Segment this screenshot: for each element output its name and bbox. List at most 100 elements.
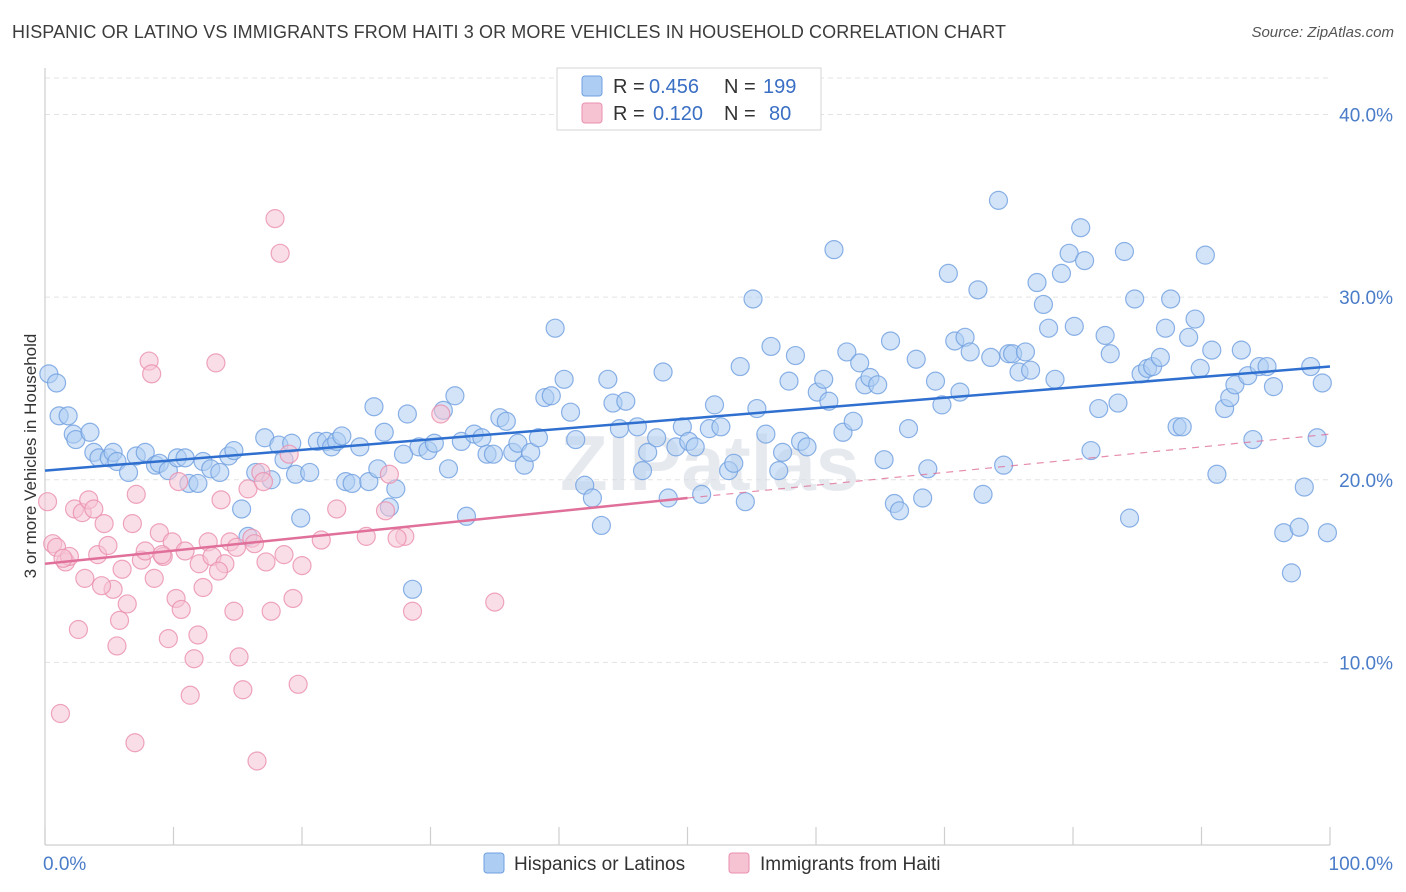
hispanic-point-12 — [118, 462, 139, 483]
haiti-point-73 — [169, 471, 189, 492]
haiti-point-54 — [283, 588, 303, 609]
hispanic-point-149 — [1015, 342, 1036, 362]
hispanic-point-57 — [424, 433, 444, 453]
hispanic-point-109 — [769, 461, 789, 481]
haiti-point-56 — [292, 555, 312, 576]
haiti-point-64 — [431, 404, 451, 424]
hispanic-point-198 — [1317, 523, 1338, 543]
hispanic-point-87 — [627, 417, 647, 437]
haiti-point-18 — [122, 513, 142, 534]
hispanic-point-166 — [1119, 508, 1140, 528]
series-hispanics — [39, 190, 1338, 599]
hispanic-point-163 — [1100, 344, 1120, 364]
hispanic-point-97 — [692, 484, 712, 504]
hispanic-point-85 — [609, 419, 629, 439]
trend-lines — [44, 365, 1331, 566]
haiti-point-69 — [109, 610, 130, 630]
haiti-point-7 — [68, 619, 89, 640]
haiti-point-17 — [117, 594, 137, 614]
bottom-legend-swatch-pink — [728, 852, 750, 874]
hispanic-point-106 — [747, 398, 767, 419]
bottom-legend-label-1: Immigrants from Haiti — [760, 854, 941, 875]
hispanic-point-75 — [541, 386, 561, 406]
haiti-point-49 — [261, 601, 281, 621]
hispanic-point-175 — [1172, 417, 1192, 437]
hispanic-point-127 — [880, 331, 901, 351]
hispanic-point-108 — [761, 336, 781, 357]
hispanic-point-155 — [1051, 263, 1072, 284]
hispanic-point-91 — [653, 362, 673, 382]
haiti-point-19 — [126, 484, 146, 504]
legend-n-value-1: 80 — [769, 103, 791, 125]
hispanic-point-134 — [925, 371, 946, 391]
hispanic-point-131 — [906, 349, 926, 369]
hispanic-point-160 — [1081, 440, 1101, 461]
haiti-point-32 — [184, 649, 204, 669]
bottom-legend-swatch-blue — [483, 852, 505, 874]
hispanic-point-82 — [591, 515, 612, 536]
hispanic-point-53 — [397, 404, 417, 424]
hispanic-point-99 — [704, 395, 725, 415]
haiti-point-16 — [112, 559, 132, 579]
hispanic-point-197 — [1312, 373, 1332, 393]
hispanic-point-167 — [1125, 289, 1145, 309]
hispanic-point-37 — [300, 462, 320, 483]
haiti-point-51 — [270, 243, 290, 263]
hispanic-point-120 — [837, 342, 857, 362]
hispanic-point-24 — [210, 462, 230, 483]
haiti-point-29 — [171, 599, 191, 620]
hispanic-point-158 — [1071, 218, 1091, 238]
axes — [44, 68, 1331, 846]
hispanic-point-27 — [232, 499, 252, 519]
x-tick-label-1: 100.0% — [1329, 854, 1394, 875]
tick-labels: 10.0% 20.0% 30.0% 40.0% 0.0% 100.0% — [43, 106, 1393, 875]
hispanic-point-44 — [342, 473, 362, 494]
haiti-point-72 — [152, 545, 172, 565]
hispanic-point-135 — [932, 395, 952, 415]
hispanic-point-178 — [1190, 358, 1210, 378]
hispanic-point-103 — [730, 356, 750, 377]
hispanic-point-116 — [814, 369, 834, 389]
legend-swatch-pink — [581, 102, 603, 124]
haiti-point-65 — [485, 592, 505, 612]
haiti-point-76 — [226, 537, 247, 557]
haiti-point-21 — [135, 541, 155, 561]
hispanic-point-162 — [1095, 325, 1115, 346]
hispanic-point-60 — [445, 386, 465, 406]
chart-source: Source: ZipAtlas.com — [1251, 24, 1394, 41]
hispanic-point-161 — [1089, 398, 1109, 419]
haiti-point-13 — [98, 535, 118, 556]
haiti-point-23 — [144, 568, 164, 588]
hispanic-point-144 — [988, 190, 1009, 210]
haiti-point-75 — [208, 561, 229, 581]
haiti-point-0 — [37, 492, 58, 512]
hispanic-point-79 — [566, 429, 586, 450]
hispanic-point-110 — [772, 442, 793, 462]
hispanic-point-66 — [483, 444, 504, 464]
x-tick-label-0: 0.0% — [43, 854, 86, 875]
hispanic-point-112 — [785, 345, 806, 366]
hispanic-point-143 — [981, 347, 1001, 368]
hispanic-point-86 — [616, 391, 636, 411]
hispanic-point-145 — [994, 455, 1014, 475]
haiti-point-42 — [229, 647, 249, 667]
hispanic-point-111 — [779, 371, 799, 391]
haiti-point-41 — [224, 601, 244, 621]
hispanic-point-194 — [1294, 477, 1314, 497]
haiti-point-50 — [265, 209, 285, 229]
hispanic-point-122 — [850, 353, 870, 373]
chart-title: HISPANIC OR LATINO VS IMMIGRANTS FROM HA… — [12, 22, 1007, 42]
haiti-point-26 — [158, 629, 178, 649]
hispanic-point-180 — [1202, 340, 1222, 360]
hispanic-point-21 — [188, 473, 208, 494]
haiti-point-58 — [327, 499, 347, 519]
hispanic-point-132 — [913, 488, 933, 508]
haiti-point-66 — [53, 548, 73, 568]
hispanic-point-49 — [374, 422, 394, 442]
haiti-point-52 — [274, 545, 294, 565]
trend-line-haiti-extension — [687, 433, 1331, 499]
hispanic-point-151 — [1027, 272, 1047, 293]
hispanic-point-102 — [724, 453, 744, 473]
hispanic-point-42 — [332, 426, 352, 446]
hispanic-point-154 — [1045, 369, 1065, 389]
